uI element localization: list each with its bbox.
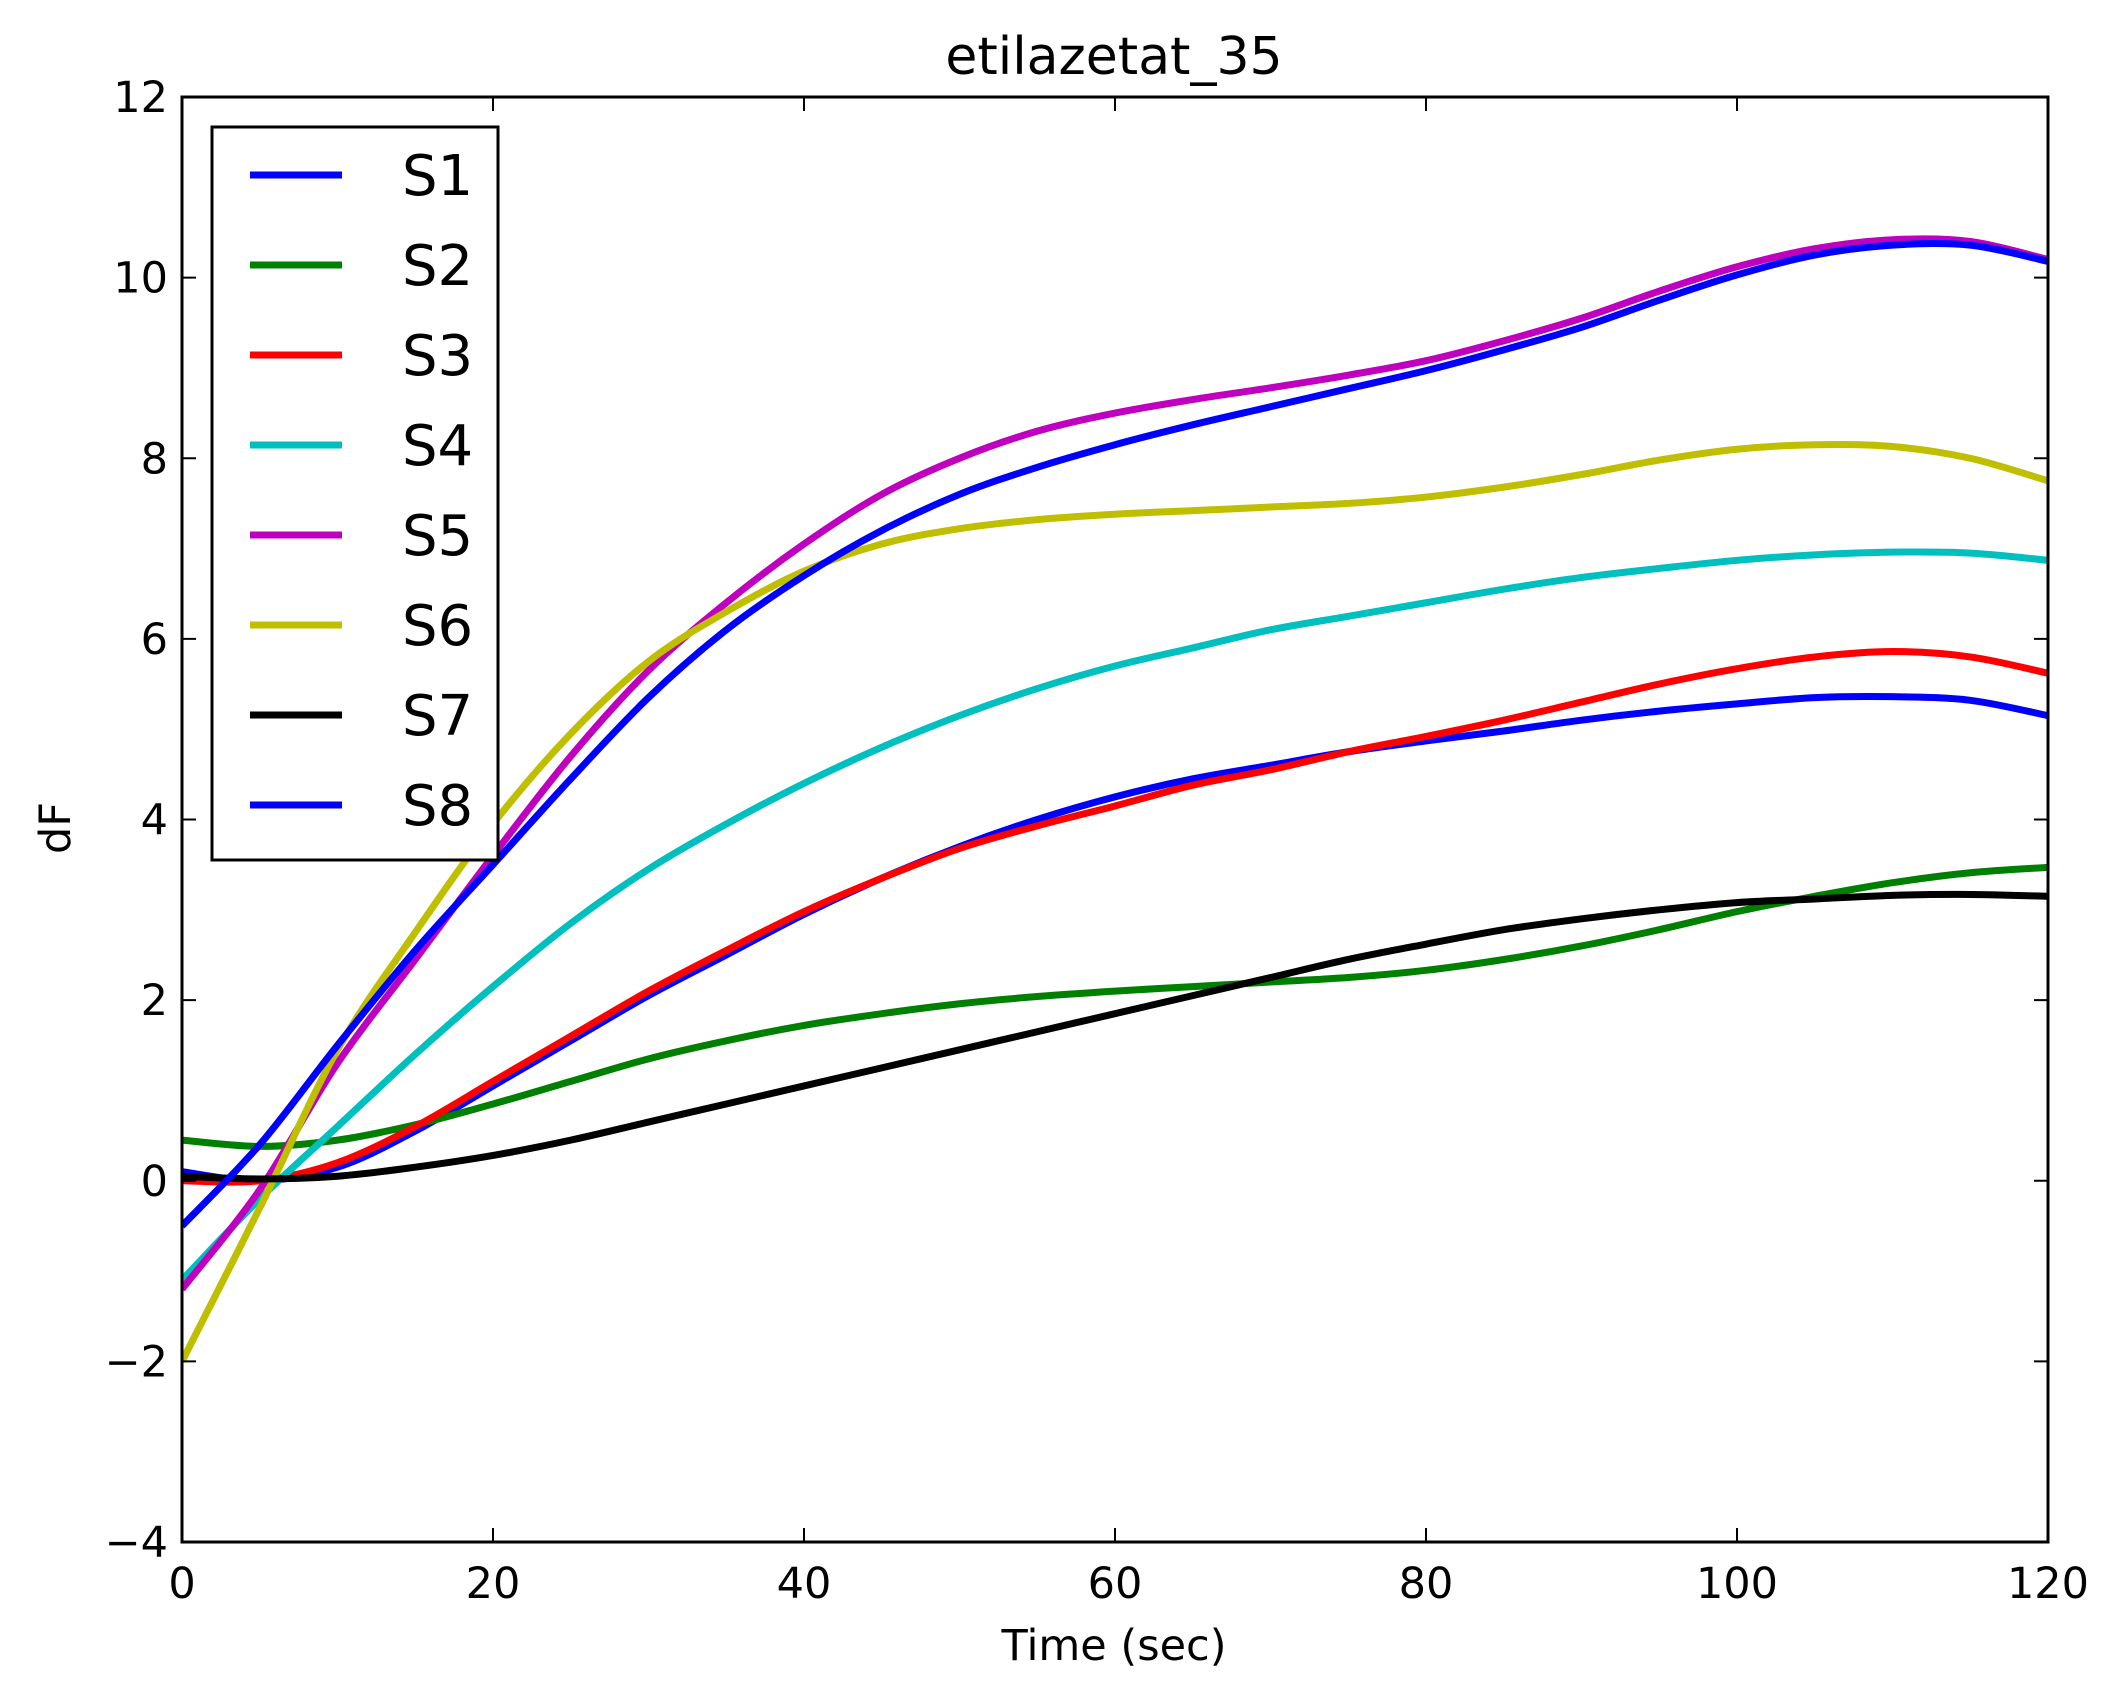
y-tick-label: 0: [141, 1157, 168, 1207]
y-tick-label: −2: [105, 1337, 168, 1387]
legend-label-s4: S4: [402, 414, 473, 479]
series-line-s6: [182, 440, 2048, 1363]
x-tick-label: 60: [1088, 1559, 1143, 1609]
series-line-s1: [182, 692, 2048, 1185]
y-tick-label: 2: [141, 976, 168, 1026]
y-tick-label: 6: [141, 615, 168, 665]
x-tick-label: 80: [1399, 1559, 1454, 1609]
y-tick-label: 8: [141, 434, 168, 484]
y-tick-label: 10: [113, 254, 168, 304]
legend: S1 S2 S3 S4 S5 S6 S7 S8: [210, 125, 500, 862]
chart-title: etilazetat_35: [945, 27, 1282, 87]
y-tick-label: 12: [113, 73, 168, 123]
plot-area: 0 20 40 60 80 100 120 −4 −2 0 2 4 6 8 10 12: [105, 73, 2089, 1609]
legend-box: [210, 125, 500, 862]
x-tick-label: 40: [777, 1559, 832, 1609]
x-axis-label: Time (sec): [1001, 1621, 1227, 1671]
x-tick-label: 0: [168, 1559, 195, 1609]
y-axis-label: dF: [31, 802, 81, 854]
legend-label-s5: S5: [402, 504, 473, 569]
legend-label-s2: S2: [402, 234, 473, 299]
x-tick-label: 120: [2007, 1559, 2089, 1609]
y-tick-label: 4: [141, 796, 168, 846]
series-line-s8: [182, 239, 2048, 1229]
series-line-s4: [182, 548, 2048, 1283]
legend-label-s1: S1: [402, 144, 473, 209]
y-tick-label: −4: [105, 1518, 168, 1568]
x-tick-label: 100: [1696, 1559, 1778, 1609]
series-line-s7: [182, 890, 2048, 1183]
series-line-s2: [182, 863, 2048, 1150]
series-line-s3: [182, 648, 2048, 1186]
legend-label-s7: S7: [402, 684, 473, 749]
legend-label-s6: S6: [402, 594, 473, 659]
x-tick-label: 20: [466, 1559, 521, 1609]
series-group: [182, 235, 2048, 1363]
plot-frame: [180, 95, 2050, 1544]
legend-label-s8: S8: [402, 774, 473, 839]
legend-label-s3: S3: [402, 324, 473, 389]
